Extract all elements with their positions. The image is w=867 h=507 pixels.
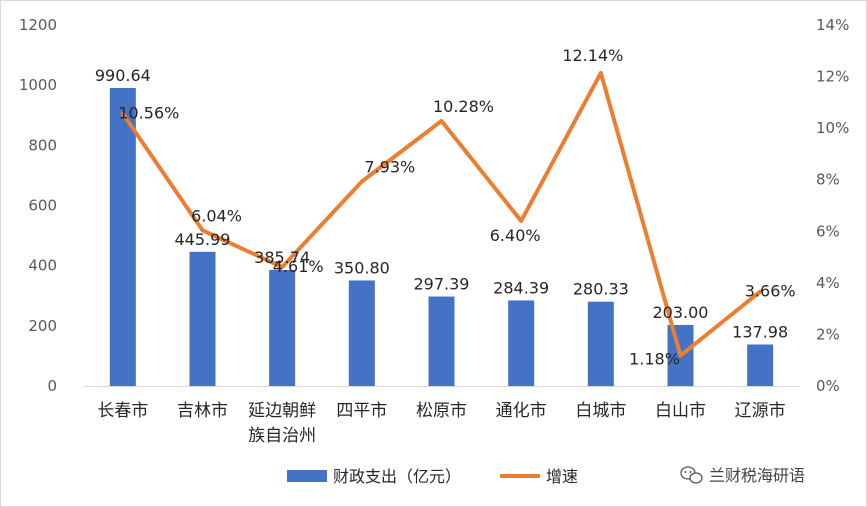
- bar-data-label: 137.98: [732, 322, 788, 341]
- line-data-label: 4.61%: [273, 257, 324, 276]
- y-left-tick-label: 0: [47, 377, 57, 395]
- y-right-tick-label: 4%: [816, 274, 840, 292]
- x-tick-label: 白山市: [655, 401, 706, 421]
- watermark-text: 兰财税海研语: [709, 466, 805, 485]
- y-left-tick-label: 200: [28, 317, 57, 335]
- y-right-tick-label: 0%: [816, 377, 840, 395]
- bar: [189, 251, 216, 386]
- x-tick-label: 白城市: [575, 401, 626, 421]
- x-tick-label: 辽源市: [735, 401, 786, 421]
- y-right-tick-label: 2%: [816, 325, 840, 343]
- y-right-tick-label: 6%: [816, 222, 840, 240]
- y-left-tick-label: 600: [28, 197, 57, 215]
- legend: 财政支出（亿元） 增速: [287, 467, 578, 486]
- line-data-label: 10.56%: [118, 104, 179, 123]
- line-point: [679, 354, 682, 358]
- line-data-label: 3.66%: [745, 282, 796, 301]
- y-right-tick-label: 14%: [816, 16, 849, 34]
- x-tick-label: 吉林市: [177, 401, 228, 421]
- bar: [587, 301, 614, 386]
- legend-label-bar: 财政支出（亿元）: [333, 467, 461, 486]
- y-right-tick-label: 12%: [816, 68, 849, 86]
- bar-data-label: 297.39: [414, 275, 470, 294]
- line-data-label: 12.14%: [562, 46, 623, 65]
- line-data-label: 6.04%: [191, 206, 242, 225]
- line-point: [201, 228, 204, 232]
- bar: [109, 87, 136, 386]
- line-point: [121, 112, 125, 116]
- bar: [508, 300, 535, 386]
- legend-swatch-bar: [287, 470, 327, 482]
- y-right-tick-label: 10%: [816, 119, 849, 137]
- line-point: [599, 71, 603, 75]
- watermark: 兰财税海研语: [680, 466, 805, 485]
- line-point: [519, 219, 523, 223]
- y-left-tick-label: 1000: [19, 76, 57, 94]
- bar: [747, 344, 774, 386]
- line-data-label: 10.28%: [433, 97, 494, 116]
- x-tick-label: 延边朝鲜: [248, 401, 316, 421]
- bar: [269, 269, 296, 386]
- line-series: [120, 70, 763, 358]
- line-point: [280, 265, 284, 269]
- bar-data-label: 385.74: [254, 248, 310, 267]
- x-tick-label: 长春市: [97, 401, 148, 421]
- y-left-tick-label: 400: [28, 257, 57, 275]
- line-point: [360, 180, 364, 184]
- bar-data-label: 284.39: [493, 278, 549, 297]
- bar-data-label: 203.00: [653, 303, 709, 322]
- bar: [348, 280, 375, 386]
- line-point: [758, 290, 762, 294]
- x-tick-label: 四平市: [336, 401, 387, 421]
- y-left-tick-label: 1200: [19, 16, 57, 34]
- axes: 0 200 400 600 800 1000 1200 0% 2% 4% 6% 8% 10% 12% 14%…: [19, 16, 850, 446]
- line-data-label: 1.18%: [629, 350, 680, 369]
- bar-data-label: 280.33: [573, 280, 629, 299]
- line-data-label: 7.93%: [364, 158, 415, 177]
- x-tick-label: 松原市: [416, 401, 467, 421]
- x-tick-label: 族自治州: [248, 426, 316, 446]
- line-data-label: 6.40%: [490, 226, 541, 245]
- data-labels: 990.64 445.99 385.74 350.80 297.39 284.39 280.…: [95, 46, 796, 369]
- legend-label-line: 增速: [546, 467, 578, 486]
- y-left-tick-label: 800: [28, 136, 57, 154]
- bar-data-label: 445.99: [175, 230, 231, 249]
- y-right-tick-label: 8%: [816, 171, 840, 189]
- bar-data-label: 990.64: [95, 66, 151, 85]
- x-tick-label: 通化市: [496, 401, 547, 421]
- wechat-icon: [680, 466, 703, 484]
- bar-data-label: 350.80: [334, 258, 390, 277]
- bar: [428, 296, 455, 386]
- bar-series: [109, 87, 774, 386]
- line-point: [440, 119, 443, 123]
